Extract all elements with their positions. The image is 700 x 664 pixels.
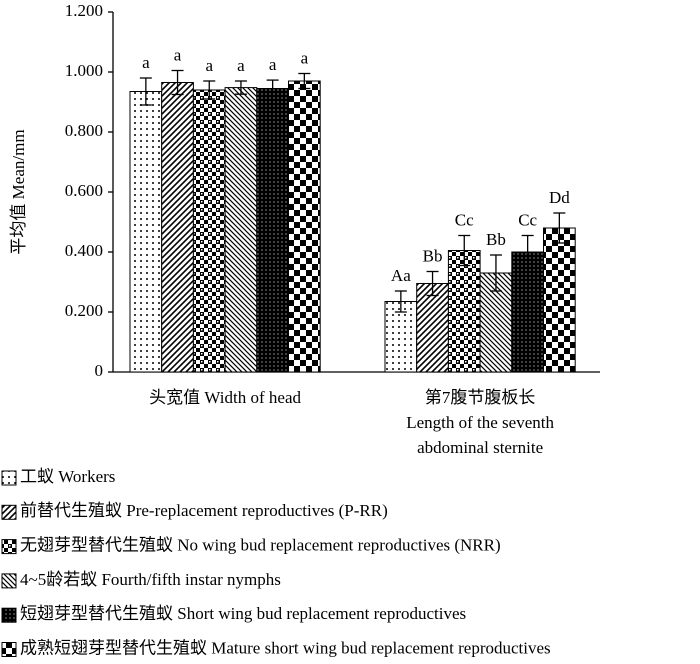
legend-label: 无翅芽型替代生殖蚁 No wing bud replacement reprod… [20,536,501,555]
bar [479,272,513,373]
legend-swatch [1,607,17,623]
significance-label: a [301,48,309,67]
y-axis-label: 平均值 Mean/mm [9,129,28,254]
bar [129,91,163,373]
bar [256,88,289,373]
legend-swatch [1,504,17,520]
legend-swatch [1,642,17,657]
significance-label: Dd [549,188,570,207]
significance-label: Cc [455,210,474,229]
y-tick-label: 1.200 [65,1,103,20]
legend-swatch [1,539,17,555]
significance-label: a [174,45,182,64]
significance-label: Bb [486,230,506,249]
significance-label: a [205,56,213,75]
bar [511,251,544,373]
legend-label: 工蚁 Workers [20,467,115,486]
significance-label: Bb [423,246,443,265]
bar [416,283,449,373]
legend-label: 4~5龄若蚁 Fourth/fifth instar nymphs [20,570,281,589]
bar [161,82,194,373]
x-tick-label: 第7腹节腹板长 [425,388,536,407]
bar [192,89,226,373]
significance-label: a [269,55,277,74]
legend-label: 短翅芽型替代生殖蚁 Short wing bud replacement rep… [20,604,466,623]
y-tick-label: 0.600 [65,181,103,200]
y-tick-label: 0.400 [65,241,103,260]
legend-label: 前替代生殖蚁 Pre-replacement reproductives (P-… [20,501,388,520]
y-tick-label: 0 [95,361,104,380]
significance-label: a [237,56,245,75]
x-tick-label: Length of the seventh [406,413,554,432]
x-tick-label: abdominal sternite [417,438,543,457]
significance-label: Aa [391,266,411,285]
legend-label: 成熟短翅芽型替代生殖蚁 Mature short wing bud replac… [20,637,551,657]
significance-label: a [142,53,150,72]
y-tick-label: 0.800 [65,121,103,140]
bar [543,227,576,373]
y-tick-label: 0.200 [65,301,103,320]
significance-label: Cc [518,210,537,229]
bar [447,250,481,373]
bar [224,87,258,373]
bar [288,80,321,373]
y-tick-label: 1.000 [65,61,103,80]
x-tick-label: 头宽值 Width of head [149,388,301,407]
legend-swatch [1,470,17,486]
legend-swatch [1,573,17,589]
